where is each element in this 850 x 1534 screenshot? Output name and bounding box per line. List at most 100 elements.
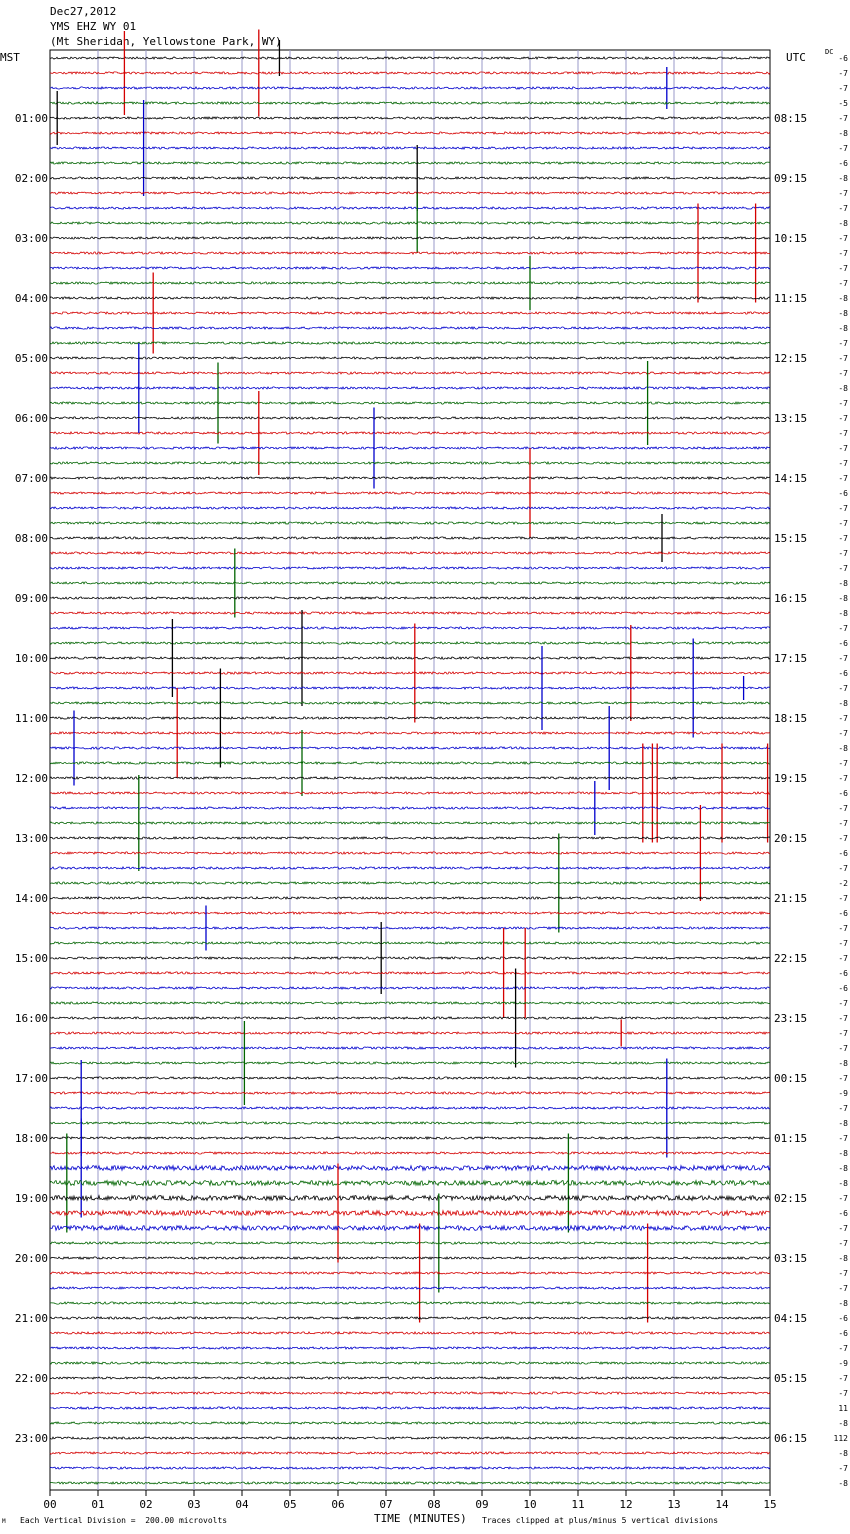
seismic-trace <box>49 1106 771 1110</box>
seismic-trace <box>49 1194 771 1202</box>
seismic-trace <box>49 1016 771 1020</box>
left-hour-label: 08:00 <box>15 532 48 545</box>
seismic-trace <box>49 1224 771 1232</box>
dc-offset-label: -7 <box>838 654 848 663</box>
dc-offset-label: -7 <box>838 189 848 198</box>
seismic-trace <box>49 1061 771 1065</box>
seismic-trace <box>50 581 771 585</box>
dc-offset-label: -6 <box>838 1209 848 1218</box>
x-axis-tick-label: 15 <box>763 1498 776 1511</box>
seismic-trace <box>49 550 771 556</box>
dc-offset-label: -8 <box>838 1164 848 1173</box>
right-hour-label: 19:15 <box>774 772 807 785</box>
x-axis-tick-label: 01 <box>91 1498 104 1511</box>
seismic-trace <box>49 1031 771 1035</box>
seismic-trace <box>49 895 771 900</box>
dc-offset-label: -6 <box>838 969 848 978</box>
x-axis-tick-label: 05 <box>283 1498 296 1511</box>
right-timezone-label: UTC <box>786 51 806 64</box>
dc-offset-label: -7 <box>838 474 848 483</box>
left-hour-label: 20:00 <box>15 1252 48 1265</box>
dc-offset-label: -6 <box>838 1314 848 1323</box>
seismic-trace <box>49 55 771 60</box>
seismic-trace <box>49 536 771 540</box>
dc-offset-label: -7 <box>838 264 848 273</box>
dc-offset-label: -6 <box>838 1329 848 1338</box>
seismic-trace <box>49 1001 771 1005</box>
dc-offset-label: -6 <box>838 159 848 168</box>
dc-offset-label: -7 <box>838 954 848 963</box>
seismic-trace <box>50 281 771 285</box>
seismic-trace <box>49 446 771 450</box>
seismic-trace <box>49 1406 771 1410</box>
dc-offset-label: -7 <box>838 519 848 528</box>
x-axis-title: TIME (MINUTES) <box>374 1512 467 1525</box>
left-hour-label: 01:00 <box>15 112 48 125</box>
dc-offset-label: -7 <box>838 1284 848 1293</box>
dc-offset-label: -7 <box>838 1074 848 1083</box>
x-axis-tick-label: 06 <box>331 1498 344 1511</box>
dc-offset-label: -7 <box>838 549 848 558</box>
seismic-trace <box>49 851 771 855</box>
seismic-trace <box>49 266 771 271</box>
dc-offset-label: -7 <box>838 144 848 153</box>
dc-offset-label: -7 <box>838 459 848 468</box>
dc-offset-label: -7 <box>838 204 848 213</box>
dc-offset-label: -7 <box>838 534 848 543</box>
seismic-trace <box>49 1346 771 1350</box>
seismic-trace <box>49 1481 771 1485</box>
dc-offset-label: -7 <box>838 759 848 768</box>
seismic-trace <box>49 341 771 346</box>
scale-note: Each Vertical Division = 200.00 microvol… <box>20 1516 228 1525</box>
right-hour-label: 23:15 <box>774 1012 807 1025</box>
clip-note: Traces clipped at plus/minus 5 vertical … <box>482 1516 719 1525</box>
seismic-trace <box>49 836 771 840</box>
dc-offset-label: -8 <box>838 324 848 333</box>
left-hour-label: 18:00 <box>15 1132 48 1145</box>
seismic-trace <box>49 1179 771 1187</box>
left-hour-label: 13:00 <box>15 832 48 845</box>
x-axis-tick-label: 04 <box>235 1498 249 1511</box>
dc-offset-label: 11 <box>838 1404 848 1413</box>
left-hour-label: 09:00 <box>15 592 48 605</box>
seismic-trace <box>49 1466 771 1470</box>
x-axis-tick-label: 13 <box>667 1498 680 1511</box>
seismic-trace <box>49 1136 771 1141</box>
dc-offset-label: -7 <box>838 1464 848 1473</box>
left-hour-label: 15:00 <box>15 952 48 965</box>
dc-offset-label: -8 <box>838 219 848 228</box>
seismic-trace <box>49 296 771 301</box>
seismic-trace <box>49 325 771 331</box>
dc-offset-label: -6 <box>838 909 848 918</box>
seismic-trace <box>49 761 771 766</box>
seismic-trace <box>49 1376 771 1380</box>
dc-offset-label: -7 <box>838 1134 848 1143</box>
dc-offset-label: -8 <box>838 1119 848 1128</box>
seismic-trace <box>49 476 771 481</box>
x-axis-tick-label: 10 <box>523 1498 536 1511</box>
dc-offset-label: -7 <box>838 84 848 93</box>
dc-offset-label: -7 <box>838 1344 848 1353</box>
dc-offset-label: -8 <box>838 1479 848 1488</box>
dc-offset-label: -8 <box>838 609 848 618</box>
right-hour-label: 12:15 <box>774 352 807 365</box>
seismic-trace <box>49 1391 771 1396</box>
seismic-trace <box>49 460 771 465</box>
dc-offset-label: -7 <box>838 399 848 408</box>
left-hour-label: 21:00 <box>15 1312 48 1325</box>
seismic-trace <box>49 926 771 930</box>
seismic-trace <box>49 956 771 961</box>
dc-offset-label: -7 <box>838 354 848 363</box>
dc-offset-label: -7 <box>838 714 848 723</box>
dc-offset-label: -8 <box>838 129 848 138</box>
seismic-trace <box>49 1436 771 1440</box>
right-hour-label: 05:15 <box>774 1372 807 1385</box>
seismic-trace <box>49 431 771 435</box>
right-hour-label: 13:15 <box>774 412 807 425</box>
dc-offset-label: -7 <box>838 684 848 693</box>
x-axis-tick-label: 00 <box>43 1498 56 1511</box>
left-hour-label: 23:00 <box>15 1432 48 1445</box>
seismic-trace <box>49 911 771 916</box>
seismic-trace <box>49 821 770 825</box>
left-hour-label: 10:00 <box>15 652 48 665</box>
